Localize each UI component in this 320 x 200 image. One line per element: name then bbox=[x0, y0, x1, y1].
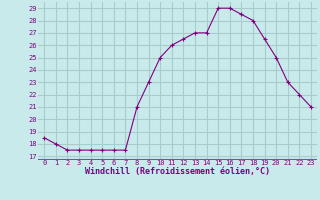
X-axis label: Windchill (Refroidissement éolien,°C): Windchill (Refroidissement éolien,°C) bbox=[85, 167, 270, 176]
